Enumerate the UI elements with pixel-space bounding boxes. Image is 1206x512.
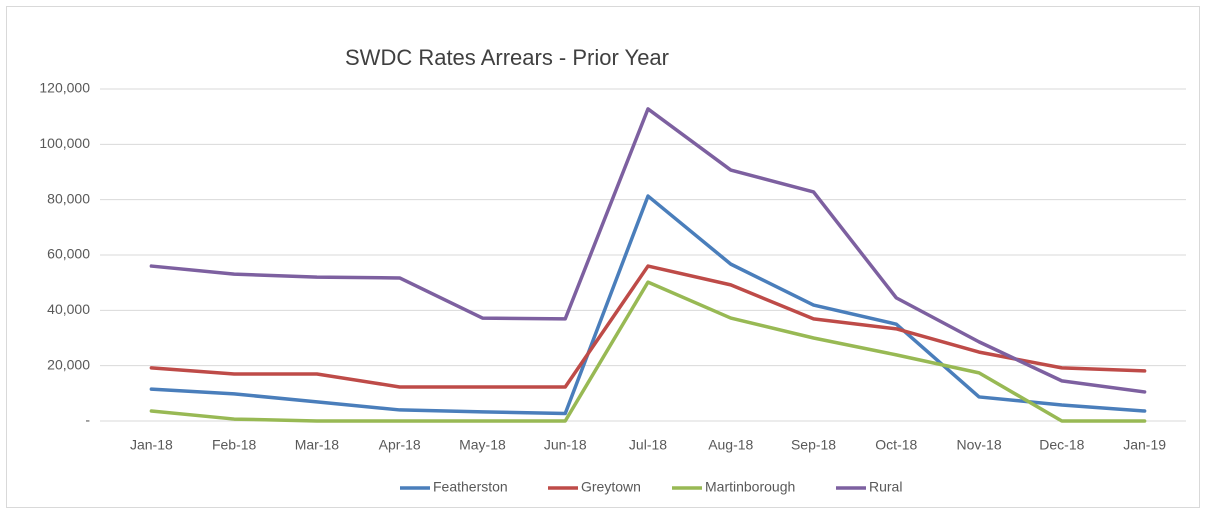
series-line — [149, 280, 1147, 423]
series-line — [149, 194, 1147, 416]
series-line — [149, 264, 1147, 389]
legend-label: Greytown — [581, 479, 641, 495]
series-line — [149, 107, 1147, 394]
x-tick-label: Dec-18 — [1039, 437, 1084, 453]
legend-label: Featherston — [433, 479, 508, 495]
x-tick-label: Jan-19 — [1123, 437, 1166, 453]
chart-title: SWDC Rates Arrears - Prior Year — [345, 45, 669, 70]
x-tick-label: Jan-18 — [130, 437, 173, 453]
y-tick-label: 40,000 — [47, 301, 90, 317]
y-tick-label: 120,000 — [39, 80, 90, 96]
x-tick-label: Jun-18 — [544, 437, 587, 453]
x-tick-label: Oct-18 — [875, 437, 917, 453]
x-tick-label: Nov-18 — [957, 437, 1002, 453]
chart-frame — [6, 6, 1200, 508]
y-tick-label: - — [85, 412, 90, 428]
y-tick-label: 80,000 — [47, 190, 90, 206]
x-tick-label: Jul-18 — [629, 437, 667, 453]
x-tick-label: Sep-18 — [791, 437, 836, 453]
y-tick-label: 20,000 — [47, 356, 90, 372]
y-tick-label: 100,000 — [39, 135, 90, 151]
x-tick-label: Feb-18 — [212, 437, 257, 453]
x-tick-label: May-18 — [459, 437, 506, 453]
legend-label: Rural — [869, 479, 902, 495]
x-tick-label: Aug-18 — [708, 437, 753, 453]
x-tick-label: Apr-18 — [379, 437, 421, 453]
y-tick-label: 60,000 — [47, 246, 90, 262]
legend-label: Martinborough — [705, 479, 795, 495]
x-tick-label: Mar-18 — [295, 437, 340, 453]
